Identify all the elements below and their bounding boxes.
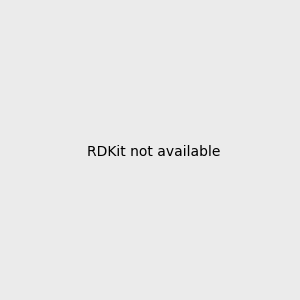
Text: RDKit not available: RDKit not available bbox=[87, 145, 220, 158]
